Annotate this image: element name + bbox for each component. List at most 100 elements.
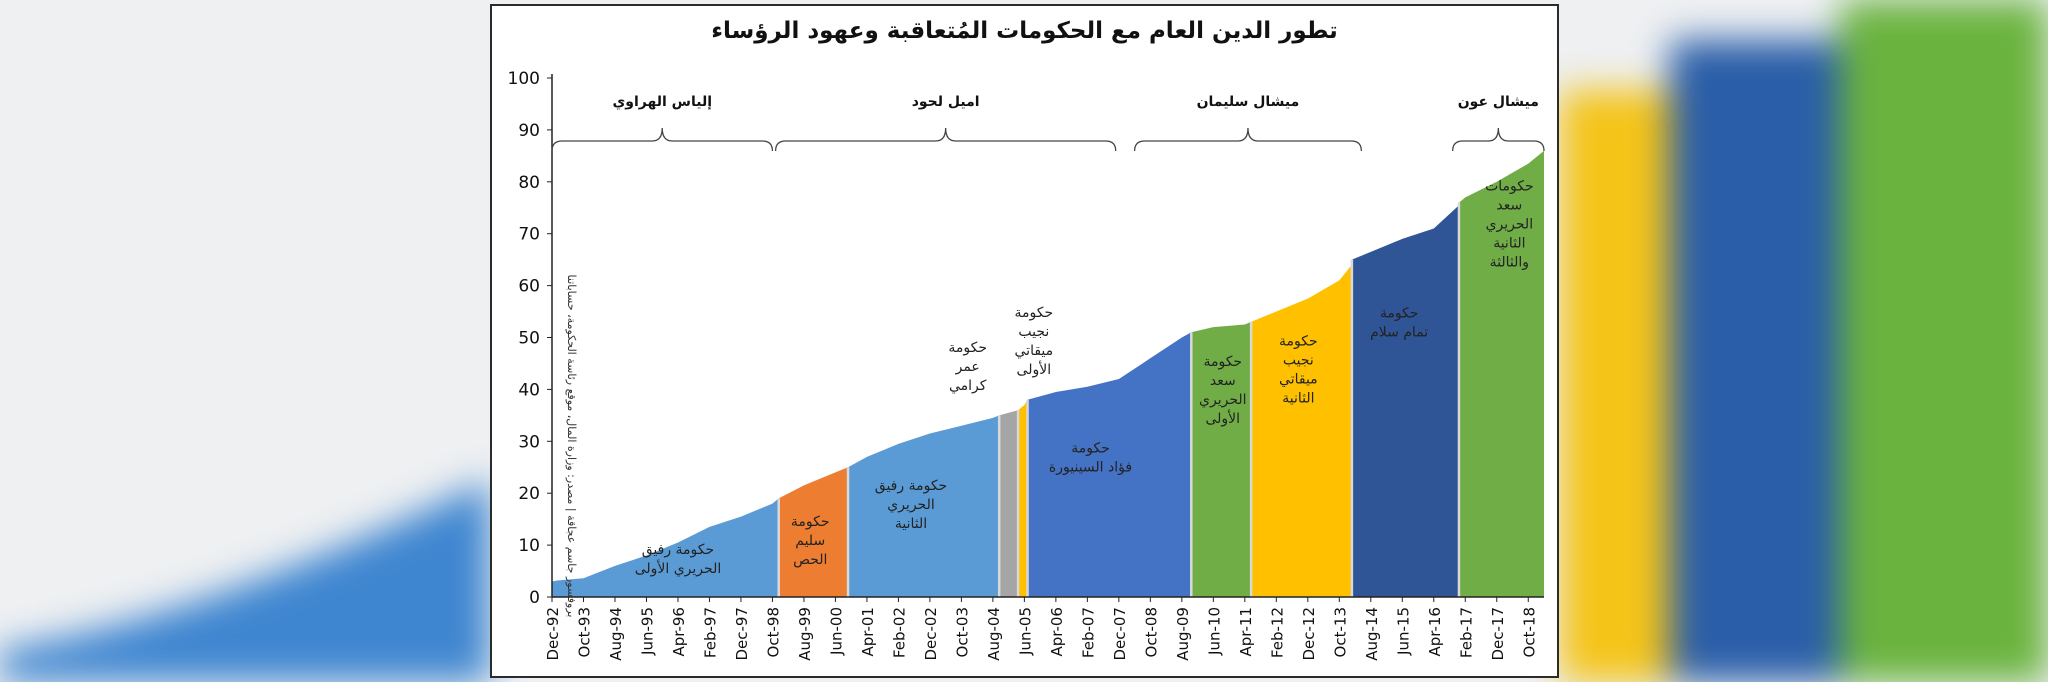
x-tick-label: Jun-05 bbox=[1016, 607, 1034, 656]
region-label-8: الثانية bbox=[1282, 390, 1314, 406]
x-tick-label: Apr-06 bbox=[1048, 607, 1066, 657]
x-tick-label: Feb-12 bbox=[1268, 607, 1286, 658]
region-label-6: حكومة bbox=[1071, 441, 1110, 457]
region-label-1: حكومة رفيق bbox=[642, 542, 714, 558]
x-tick-label: Oct-13 bbox=[1331, 607, 1349, 657]
region-label-3: الحريري bbox=[887, 497, 935, 513]
x-tick-label: Jun-00 bbox=[827, 607, 845, 656]
y-tick-label: 60 bbox=[518, 277, 540, 297]
region-label-5: حكومة bbox=[1015, 305, 1054, 321]
y-tick-label: 100 bbox=[508, 69, 540, 89]
president-label-1: إلياس الهراوي bbox=[612, 94, 712, 111]
bg-navy-band bbox=[1670, 40, 1840, 682]
president-label-2: اميل لحود bbox=[912, 94, 980, 110]
x-tick-label: Apr-96 bbox=[670, 607, 688, 657]
region-label-3: حكومة رفيق bbox=[875, 478, 947, 494]
y-axis-label: بروفسور جاسم عجاقة | مصدر: وزارة المال، … bbox=[565, 275, 578, 618]
x-tick-label: Dec-07 bbox=[1111, 607, 1129, 661]
region-label-4: عمر bbox=[955, 359, 980, 375]
government-area-7 bbox=[1191, 321, 1252, 597]
x-tick-label: Oct-03 bbox=[953, 607, 971, 657]
region-label-9: تمام سلام bbox=[1370, 325, 1428, 341]
y-tick-label: 70 bbox=[518, 225, 540, 245]
x-tick-label: Apr-16 bbox=[1426, 607, 1444, 657]
y-tick-label: 20 bbox=[518, 484, 540, 504]
bg-left-wave bbox=[0, 480, 490, 682]
x-tick-label: Feb-17 bbox=[1457, 607, 1475, 658]
chart-svg: 0 10 20 30 40 50 60 70 80 90 100 Dec-92 Oct-93 Aug-94… bbox=[508, 69, 1545, 661]
x-tick-label: Feb-07 bbox=[1079, 607, 1097, 658]
divider-layer bbox=[777, 202, 1461, 597]
y-tick-label: 50 bbox=[518, 329, 540, 349]
president-brace-2 bbox=[774, 127, 1117, 152]
region-label-7: حكومة bbox=[1203, 354, 1242, 370]
region-label-4: كرامي bbox=[949, 378, 987, 394]
x-tick-label: Feb-97 bbox=[701, 607, 719, 658]
axes-layer: 0 10 20 30 40 50 60 70 80 90 100 Dec-92 Oct-93 Aug-94… bbox=[508, 69, 1544, 661]
x-tick-label: Aug-99 bbox=[796, 607, 814, 661]
president-brace-3 bbox=[1133, 127, 1362, 152]
area-layer bbox=[552, 150, 1544, 597]
region-label-7: سعد bbox=[1210, 373, 1236, 389]
x-tick-label: Oct-98 bbox=[764, 607, 782, 657]
region-label-6: فؤاد السينيورة bbox=[1049, 460, 1132, 476]
x-tick-label: Oct-93 bbox=[575, 607, 593, 657]
region-label-2: سليم bbox=[795, 533, 825, 549]
x-tick-label: Jun-15 bbox=[1394, 607, 1412, 656]
region-label-2: الحص bbox=[793, 552, 827, 568]
region-label-3: الثانية bbox=[895, 516, 927, 532]
chart-panel: تطور الدين العام مع الحكومات المُتعاقبة … bbox=[490, 4, 1559, 678]
president-brace-4 bbox=[1452, 127, 1545, 152]
region-label-10: حكومات bbox=[1485, 179, 1534, 195]
region-label-8: نجيب bbox=[1283, 352, 1314, 368]
region-label-7: الأولى bbox=[1205, 409, 1240, 427]
government-area-9 bbox=[1351, 205, 1459, 597]
government-area-6 bbox=[1027, 332, 1192, 597]
region-label-8: ميقاتي bbox=[1279, 371, 1318, 387]
y-tick-label: 0 bbox=[529, 588, 540, 608]
x-tick-label: Dec-97 bbox=[733, 607, 751, 661]
region-label-10: الحريري bbox=[1486, 217, 1534, 233]
x-tick-label: Aug-09 bbox=[1174, 607, 1192, 661]
region-label-5: نجيب bbox=[1018, 324, 1049, 340]
y-tick-label: 30 bbox=[518, 432, 540, 452]
president-brace-1 bbox=[551, 127, 774, 152]
x-tick-label: Oct-08 bbox=[1142, 607, 1160, 657]
region-label-5: الأولى bbox=[1017, 360, 1052, 378]
government-area-8 bbox=[1251, 264, 1352, 597]
government-area-4 bbox=[999, 410, 1019, 597]
region-label-10: والثالثة bbox=[1490, 255, 1529, 271]
y-tick-label: 90 bbox=[518, 121, 540, 141]
x-tick-label: Apr-01 bbox=[859, 607, 877, 657]
y-tick-label: 80 bbox=[518, 173, 540, 193]
region-label-4: حكومة bbox=[948, 340, 987, 356]
x-tick-label: Apr-11 bbox=[1237, 607, 1255, 657]
x-tick-label: Jun-95 bbox=[638, 607, 656, 656]
region-label-10: سعد bbox=[1496, 198, 1522, 214]
x-tick-label: Dec-92 bbox=[544, 607, 562, 661]
region-label-10: الثانية bbox=[1493, 236, 1525, 252]
x-tick-label: Oct-18 bbox=[1520, 607, 1538, 657]
chart-title: تطور الدين العام مع الحكومات المُتعاقبة … bbox=[711, 18, 1338, 44]
region-label-1: الحريري الأولى bbox=[635, 559, 722, 577]
x-tick-label: Dec-12 bbox=[1300, 607, 1318, 661]
y-tick-label: 10 bbox=[518, 536, 540, 556]
region-label-9: حكومة bbox=[1380, 306, 1419, 322]
x-tick-label: Dec-02 bbox=[922, 607, 940, 661]
x-tick-label: Aug-14 bbox=[1363, 607, 1381, 661]
president-brace-layer: إلياس الهراوي اميل لحود ميشال سليمان ميشال … bbox=[551, 94, 1545, 152]
government-area-1 bbox=[552, 498, 779, 597]
x-tick-label: Dec-17 bbox=[1489, 607, 1507, 661]
region-label-5: ميقاتي bbox=[1015, 343, 1054, 359]
region-label-2: حكومة bbox=[791, 514, 830, 530]
government-area-10 bbox=[1458, 150, 1544, 597]
bg-yellow-band bbox=[1560, 90, 1670, 682]
government-area-2 bbox=[778, 467, 849, 597]
president-label-4: ميشال عون bbox=[1458, 94, 1539, 110]
y-tick-label: 40 bbox=[518, 380, 540, 400]
government-area-5 bbox=[1018, 399, 1028, 597]
president-label-3: ميشال سليمان bbox=[1197, 94, 1300, 110]
x-tick-label: Aug-04 bbox=[985, 607, 1003, 661]
region-label-7: الحريري bbox=[1199, 392, 1247, 408]
